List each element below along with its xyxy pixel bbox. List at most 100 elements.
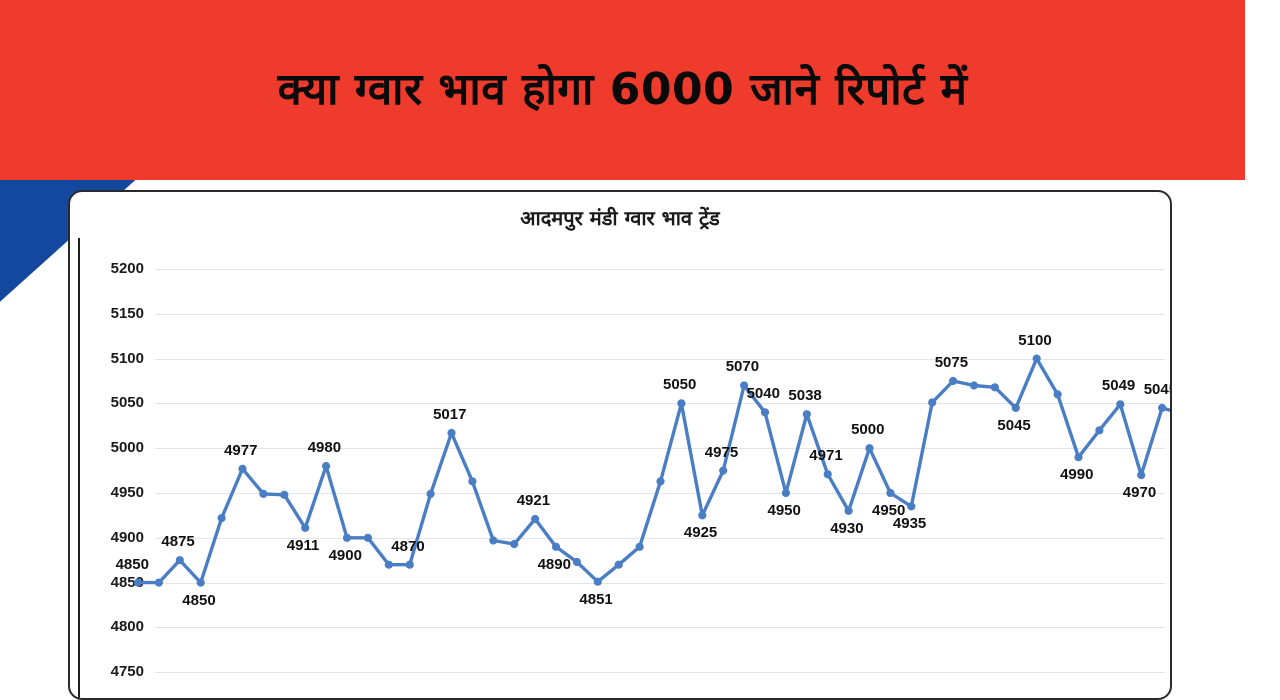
gridline xyxy=(155,313,1165,315)
gridline xyxy=(155,403,1165,405)
data-label: 4970 xyxy=(1122,484,1157,502)
data-point-marker xyxy=(1053,390,1062,399)
data-label: 5045 xyxy=(997,416,1031,434)
data-point-marker xyxy=(426,489,435,498)
data-point-marker xyxy=(133,578,143,587)
y-tick-label: 4800 xyxy=(110,618,144,636)
y-tick-label: 4750 xyxy=(110,663,144,681)
data-point-marker xyxy=(886,488,895,498)
data-label: 4971 xyxy=(809,447,843,465)
data-label: 5070 xyxy=(725,358,760,376)
data-point-marker xyxy=(593,577,602,586)
data-point-marker xyxy=(656,477,665,486)
data-point-marker xyxy=(342,533,352,542)
data-point-marker xyxy=(301,523,310,532)
data-label: 4950 xyxy=(872,502,906,519)
data-label: 5000 xyxy=(851,421,885,439)
data-label: 4980 xyxy=(307,439,342,457)
data-label: 4850 xyxy=(115,555,149,573)
banner-headline: क्या ग्वार भाव होगा 6000 जाने रिपोर्ट मे… xyxy=(277,64,968,115)
data-point-marker xyxy=(969,381,979,390)
data-label: 5050 xyxy=(663,376,697,394)
data-point-marker xyxy=(322,462,331,471)
data-point-marker xyxy=(154,578,163,587)
gridline xyxy=(155,269,1165,270)
data-point-marker xyxy=(760,408,770,417)
data-label: 5049 xyxy=(1101,377,1136,395)
data-point-marker xyxy=(1074,453,1083,462)
data-point-marker xyxy=(1116,400,1125,409)
data-point-marker xyxy=(1011,403,1020,412)
data-point-marker xyxy=(781,488,791,498)
y-tick-label: 5150 xyxy=(110,304,144,322)
data-label: 4975 xyxy=(704,443,739,461)
data-point-marker xyxy=(551,542,561,551)
data-point-marker xyxy=(572,557,581,567)
data-label: 5040 xyxy=(746,385,780,403)
data-label: 4911 xyxy=(286,536,320,554)
data-point-marker xyxy=(1032,354,1041,363)
y-tick-label: 5200 xyxy=(110,260,144,277)
gridline xyxy=(155,358,1165,360)
data-point-marker xyxy=(823,470,832,479)
data-point-marker xyxy=(238,464,247,473)
data-label: 4870 xyxy=(391,537,425,555)
data-point-marker xyxy=(280,490,289,499)
data-point-marker xyxy=(802,410,811,419)
data-label: 4890 xyxy=(537,555,571,573)
data-point-marker xyxy=(196,578,205,587)
data-label: 4977 xyxy=(224,441,258,459)
data-point-marker xyxy=(447,428,456,438)
chart-card: आदमपुर मंडी ग्वार भाव ट्रेंड 5200 5150 510… xyxy=(68,190,1172,700)
data-label: 5100 xyxy=(1018,331,1052,349)
y-tick-label: 5100 xyxy=(110,349,144,367)
data-label: 4921 xyxy=(516,491,551,509)
data-label: 4935 xyxy=(892,515,927,533)
data-point-marker xyxy=(614,560,623,569)
y-tick-label: 5000 xyxy=(110,439,144,457)
y-axis-line xyxy=(78,238,80,698)
data-point-marker xyxy=(175,556,184,565)
gridline xyxy=(155,672,1165,674)
gridline xyxy=(155,627,1165,629)
data-label: 4990 xyxy=(1060,466,1094,484)
data-label: 4900 xyxy=(328,546,362,564)
data-point-marker xyxy=(949,376,958,386)
data-point-marker xyxy=(531,514,540,524)
data-point-marker xyxy=(1095,426,1104,435)
data-point-marker xyxy=(698,511,707,520)
data-label: 5017 xyxy=(433,405,467,423)
data-label: 4950 xyxy=(767,502,801,519)
data-point-marker xyxy=(1137,471,1146,480)
data-label: 4875 xyxy=(161,533,195,551)
data-point-marker xyxy=(865,444,874,453)
data-label: 5045 xyxy=(1143,380,1170,398)
data-point-marker xyxy=(468,477,477,486)
data-point-marker xyxy=(363,533,372,542)
data-point-marker xyxy=(635,542,644,551)
gridline xyxy=(155,582,1165,584)
line-series-svg xyxy=(133,354,1170,587)
y-tick-label: 4900 xyxy=(110,528,144,546)
y-tick-label: 4850 xyxy=(110,573,144,591)
gridline xyxy=(155,448,1165,450)
data-label: 4851 xyxy=(579,590,613,608)
data-label: 4930 xyxy=(830,519,864,537)
header-banner: क्या ग्वार भाव होगा 6000 जाने रिपोर्ट मे… xyxy=(0,0,1245,180)
gridline xyxy=(155,493,1165,494)
data-point-marker xyxy=(259,489,268,498)
data-point-marker xyxy=(1158,403,1167,412)
data-point-marker xyxy=(719,466,728,475)
y-tick-label: 5050 xyxy=(110,394,144,412)
data-label: 5075 xyxy=(934,354,969,371)
data-label: 4850 xyxy=(182,591,216,609)
data-label: 5038 xyxy=(788,387,822,405)
y-tick-label: 4950 xyxy=(110,484,144,501)
data-point-marker xyxy=(217,514,226,523)
data-label: 4925 xyxy=(683,524,718,542)
data-point-marker xyxy=(928,398,937,407)
plot-area: 5200 5150 5100 5050 5000 4950 4900 4850 4800 4750… xyxy=(70,192,1170,698)
banner-bottom-edge xyxy=(0,174,1245,180)
chart-title: आदमपुर मंडी ग्वार भाव ट्रेंड xyxy=(520,206,720,230)
data-point-marker xyxy=(990,383,1000,392)
